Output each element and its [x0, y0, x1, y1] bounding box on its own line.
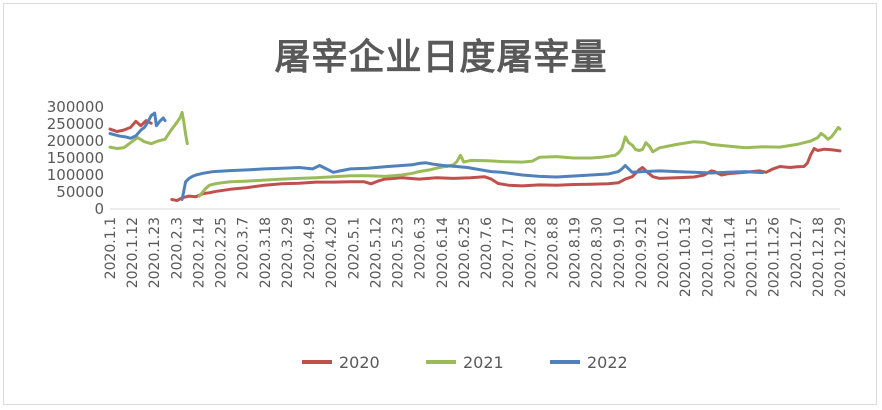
x-tick-label: 2020.2.14 [191, 217, 207, 288]
chart-title: 屠宰企业日度屠宰量 [274, 37, 608, 78]
series-line-2021 [108, 110, 189, 150]
x-tick-label: 2020.3.7 [236, 217, 252, 279]
x-tick-label: 2020.7.28 [523, 217, 539, 288]
x-tick-label: 2020.10.24 [700, 217, 716, 297]
x-tick-label: 2020.8.30 [590, 217, 606, 288]
x-tick-label: 2020.7.17 [501, 217, 517, 288]
x-tick-label: 2020.8.8 [545, 217, 561, 279]
series-line-2020 [108, 119, 153, 133]
x-tick-label: 2020.4.20 [324, 217, 340, 288]
y-tick-label: 300000 [47, 98, 104, 116]
x-tick-label: 2020.5.12 [368, 217, 384, 288]
x-tick-label: 2020.1.23 [147, 217, 163, 288]
x-tick-label: 2020.3.18 [258, 217, 274, 288]
x-tick-label: 2020.3.29 [280, 217, 296, 288]
y-tick-label: 100000 [47, 166, 104, 184]
x-tick-label: 2020.9.10 [612, 217, 628, 288]
y-tick-label: 200000 [47, 132, 104, 150]
x-tick-label: 2020.2.25 [214, 217, 230, 288]
series-line-2020 [170, 147, 842, 202]
x-tick-label: 2020.8.19 [568, 217, 584, 288]
x-tick-label: 2020.4.9 [302, 217, 318, 279]
x-tick-label: 2020.11.26 [767, 217, 783, 297]
legend-label-2022: 2022 [587, 353, 628, 372]
series-line-2022 [180, 161, 765, 201]
x-tick-label: 2020.12.18 [811, 217, 827, 297]
x-tick-label: 2020.6.25 [457, 217, 473, 288]
series-line-2021 [197, 125, 842, 198]
x-tick-label: 2020.6.14 [435, 217, 451, 288]
y-tick-label: 150000 [47, 149, 104, 167]
x-tick-label: 2020.11.4 [722, 217, 738, 288]
x-tick-label: 2020.2.3 [169, 217, 185, 279]
x-tick-label: 2020.7.6 [479, 217, 495, 279]
y-tick-label: 250000 [47, 115, 104, 133]
x-tick-label: 2020.1.1 [103, 217, 119, 279]
x-tick-label: 2020.5.23 [391, 217, 407, 288]
x-tick-label: 2020.12.7 [789, 217, 805, 288]
x-tick-label: 2020.5.1 [346, 217, 362, 279]
y-tick-label: 0 [94, 200, 104, 218]
x-tick-label: 2020.12.29 [833, 217, 849, 297]
legend-label-2021: 2021 [463, 353, 504, 372]
x-tick-label: 2020.10.13 [678, 217, 694, 297]
x-tick-label: 2020.1.12 [125, 217, 141, 288]
x-tick-label: 2020.9.21 [634, 217, 650, 288]
x-tick-label: 2020.10.2 [656, 217, 672, 288]
series-line-2022 [108, 111, 167, 140]
x-tick-label: 2020.6.3 [413, 217, 429, 279]
x-tick-label: 2020.11.15 [745, 217, 761, 297]
chart-frame: 屠宰企业日度屠宰量 0 50000 100000 150000 200000 250000… [3, 3, 877, 405]
legend-label-2020: 2020 [339, 353, 380, 372]
y-tick-label: 50000 [56, 183, 104, 201]
